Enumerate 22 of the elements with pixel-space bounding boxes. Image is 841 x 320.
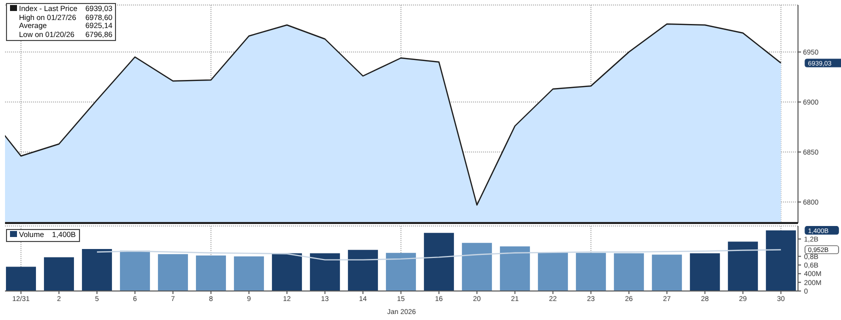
- bar: [272, 253, 302, 291]
- bar: [310, 253, 340, 291]
- bar: [576, 252, 606, 291]
- bar: [234, 256, 264, 291]
- bar: [44, 257, 74, 291]
- bar: [120, 250, 150, 291]
- bar: [690, 253, 720, 291]
- bar: [538, 252, 568, 291]
- bar: [766, 230, 796, 291]
- bar: [6, 266, 36, 291]
- line-series: [96, 249, 782, 260]
- bar: [348, 250, 378, 291]
- bar: [652, 254, 682, 291]
- bar: [728, 242, 758, 291]
- bar: [82, 248, 112, 291]
- bar: [500, 246, 530, 291]
- bar: [196, 255, 226, 291]
- bar: [462, 242, 492, 291]
- bar: [386, 252, 416, 291]
- bar: [158, 254, 188, 291]
- bar: [614, 253, 644, 291]
- bar: [424, 232, 454, 291]
